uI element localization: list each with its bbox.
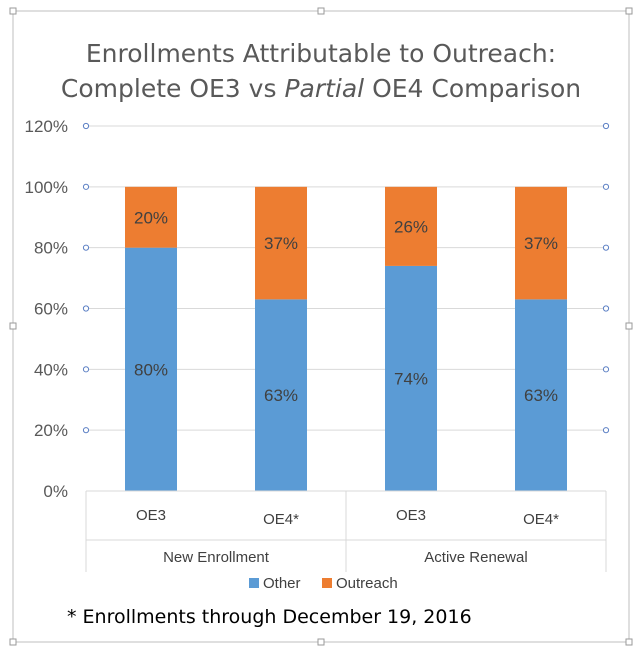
y-tick-label: 20%	[34, 421, 68, 440]
chart-title-line-2-italic: Partial	[284, 74, 364, 103]
resize-handle[interactable]	[625, 638, 633, 646]
x-category-label: OE3	[396, 507, 426, 524]
chart-title-line-2-start: Complete OE3 vs	[61, 74, 285, 103]
bar-outreach-1	[255, 186, 307, 300]
bar-other-2	[385, 265, 437, 491]
data-label-outreach: 37%	[264, 234, 298, 253]
legend-label-outreach: Outreach	[336, 575, 398, 592]
resize-handle[interactable]	[9, 7, 17, 15]
y-tick-label: 80%	[34, 239, 68, 258]
bar-outreach-3	[515, 186, 567, 300]
data-label-other: 80%	[134, 360, 168, 379]
legend: Other Outreach	[249, 575, 398, 592]
x-category-label: OE3	[136, 507, 166, 524]
chart-title-line-2-end: OE4 Comparison	[364, 74, 581, 103]
gridline-handle[interactable]	[82, 305, 90, 312]
y-tick-label: 60%	[34, 300, 68, 319]
x-group-label: New Enrollment	[163, 549, 270, 566]
data-label-outreach: 26%	[394, 217, 428, 236]
resize-handle[interactable]	[625, 7, 633, 15]
x-axis: New Enrollment Active Renewal OE3 OE4* OE3 OE…	[85, 490, 607, 572]
x-group-label: Active Renewal	[424, 549, 527, 566]
resize-handle[interactable]	[317, 638, 325, 646]
gridline-handle[interactable]	[82, 122, 90, 130]
bar-other-1	[255, 299, 307, 491]
bar-outreach-2	[385, 186, 437, 266]
footnote: * Enrollments through December 19, 2016	[67, 606, 472, 628]
gridline-handle[interactable]	[602, 366, 610, 373]
gridline-handle[interactable]	[82, 244, 90, 251]
gridline-handle[interactable]	[602, 305, 610, 312]
bars	[125, 186, 567, 491]
gridline-handle[interactable]	[82, 427, 90, 434]
gridline-handle[interactable]	[82, 366, 90, 373]
legend-label-other: Other	[263, 575, 301, 592]
data-label-outreach: 20%	[134, 208, 168, 227]
gridline-handle[interactable]	[82, 183, 90, 190]
data-label-other: 74%	[394, 369, 428, 388]
gridline-handle[interactable]	[602, 427, 610, 434]
data-labels: 80% 20% 63% 37% 74% 26% 63% 37%	[134, 208, 558, 405]
resize-handle[interactable]	[9, 322, 17, 330]
gridline-handle[interactable]	[602, 183, 610, 190]
data-label-other: 63%	[524, 386, 558, 405]
legend-swatch-outreach	[322, 578, 332, 588]
bar-other-0	[125, 247, 177, 491]
gridline-handle[interactable]	[602, 122, 610, 130]
data-label-outreach: 37%	[524, 234, 558, 253]
y-tick-label: 100%	[25, 178, 68, 197]
bar-other-3	[515, 299, 567, 491]
selection-handles[interactable]	[9, 7, 633, 646]
chart-title-line-1: Enrollments Attributable to Outreach:	[86, 39, 556, 68]
bar-outreach-0	[125, 186, 177, 248]
data-label-other: 63%	[264, 386, 298, 405]
resize-handle[interactable]	[317, 7, 325, 15]
legend-swatch-other	[249, 578, 259, 588]
y-axis-ticks: 0% 20% 40% 60% 80% 100% 120%	[25, 117, 68, 501]
y-tick-label: 0%	[43, 482, 68, 501]
chart-title-line-2: Complete OE3 vs Partial OE4 Comparison	[61, 74, 581, 103]
x-category-label: OE4*	[263, 511, 299, 528]
resize-handle[interactable]	[625, 322, 633, 330]
y-tick-label: 40%	[34, 360, 68, 379]
y-tick-label: 120%	[25, 117, 68, 136]
x-category-label: OE4*	[523, 511, 559, 528]
gridline-handle[interactable]	[602, 244, 610, 251]
resize-handle[interactable]	[9, 638, 17, 646]
